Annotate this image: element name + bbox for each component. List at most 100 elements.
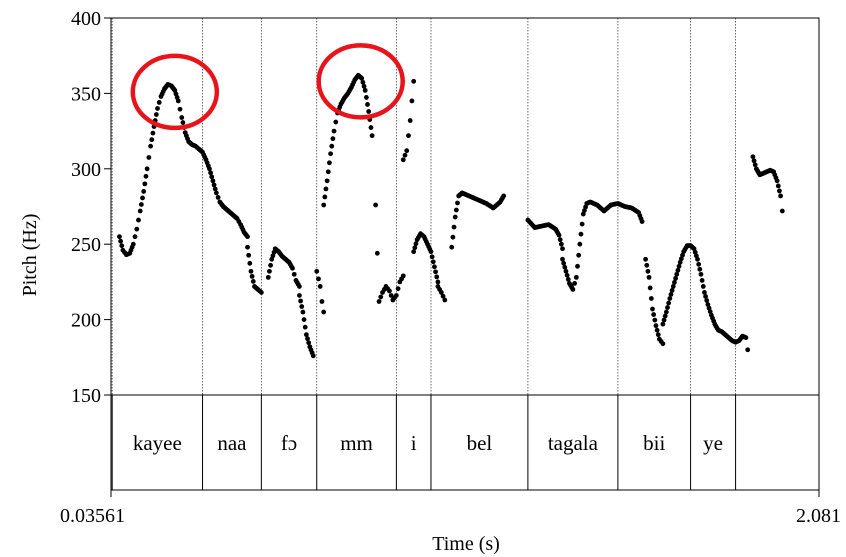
pitch-point-430 [700,284,706,289]
pitch-point-146 [303,332,309,338]
word-label-3: mm [340,431,373,455]
pitch-point-140 [297,293,302,298]
pitch-point-12 [134,226,140,232]
pitch-point-104 [248,268,254,274]
pitch-point-429 [699,277,705,283]
pitch-point-164 [328,151,333,157]
highlight-circles [130,43,405,131]
pitch-point-24 [150,130,156,136]
pitch-point-112 [258,290,264,295]
pitch-point-255 [455,200,460,206]
pitch-point-242 [433,269,438,275]
pitch-point-322 [564,272,570,278]
pitch-point-71 [209,174,215,180]
pitch-point-18 [142,181,148,187]
pitch-point-100 [245,234,250,240]
pitch-point-398 [663,309,669,315]
pitch-point-431 [702,290,707,295]
pitch-point-160 [323,186,329,192]
pitch-point-142 [299,304,305,309]
pitch-point-115 [268,262,273,268]
pitch-point-380 [643,256,648,262]
pitch-point-433 [704,298,710,303]
pitch-point-74 [212,186,218,192]
pitch-point-208 [387,288,392,294]
pitch-point-193 [362,87,368,93]
pitch-point-46 [179,115,185,120]
pitch-point-468 [745,347,751,353]
pitch-point-165 [329,143,335,149]
pitch-point-323 [565,276,571,282]
y-tick-label-350: 350 [71,83,101,105]
pitch-point-218 [402,152,408,158]
pitch-point-163 [327,160,332,166]
pitch-point-321 [563,268,569,274]
pitch-point-403 [669,288,675,293]
pitch-point-14 [137,208,143,214]
axes: 150 200 250 300 350 400 0.03561 2.081 [60,8,841,527]
pitch-point-428 [698,271,704,277]
pitch-point-317 [560,246,565,252]
pitch-point-101 [245,244,250,250]
pitch-point-152 [310,353,316,359]
pitch-point-384 [647,285,653,291]
pitch-point-388 [652,317,658,323]
pitch-point-243 [434,274,440,280]
pitch-point-314 [556,232,562,238]
pitch-point-386 [650,306,655,312]
pitch-point-425 [695,256,700,262]
pitch-point-240 [430,259,436,265]
pitch-point-224 [411,249,417,255]
pitch-point-16 [140,195,145,201]
pitch-point-190 [359,75,365,81]
pitch-point-222 [409,98,415,104]
pitch-point-432 [703,294,708,299]
pitch-point-397 [662,313,668,319]
y-tick-label-200: 200 [71,310,101,332]
pitch-point-225 [412,245,418,251]
pitch-point-19 [143,173,149,179]
pitch-point-320 [562,264,568,270]
pitch-point-70 [208,170,213,176]
pitch-point-219 [404,148,410,154]
pitch-point-203 [378,294,384,300]
pitch-point-469 [750,154,756,160]
pitch-point-102 [246,252,252,258]
word-label-8: ye [703,431,723,455]
pitch-point-248 [440,293,446,299]
y-tick-label-400: 400 [71,8,101,30]
pitch-point-27 [153,112,159,117]
pitch-point-29 [156,100,162,105]
pitch-point-139 [297,284,302,289]
pitch-point-406 [673,275,678,281]
pitch-point-196 [366,109,372,114]
word-label-5: bel [467,431,493,455]
pitch-point-409 [676,263,682,269]
pitch-point-13 [136,217,141,223]
pitch-point-381 [644,262,650,268]
highlight-circle-0 [130,53,220,131]
word-label-2: fɔ [281,431,297,455]
pitch-point-158 [321,202,327,208]
pitch-point-399 [665,305,670,310]
pitch-point-395 [660,321,666,327]
pitch-point-194 [363,95,369,100]
pitch-point-134 [290,265,295,271]
pitch-point-396 [661,317,667,323]
pitch-point-105 [249,273,255,279]
pitch-point-426 [696,261,702,267]
pitch-point-404 [670,284,676,289]
pitch-point-405 [672,280,677,285]
pitch-point-494 [779,208,785,214]
word-label-0: kayee [133,431,182,455]
pitch-point-241 [432,264,437,270]
word-label-1: naa [217,431,247,455]
pitch-point-391 [655,332,661,338]
pitch-point-202 [376,299,382,304]
pitch-point-76 [215,195,221,200]
pitch-point-106 [250,278,256,284]
word-boundaries [111,18,737,490]
pitch-point-157 [321,309,327,315]
y-tick-label-300: 300 [71,159,101,181]
pitch-point-385 [648,296,654,301]
